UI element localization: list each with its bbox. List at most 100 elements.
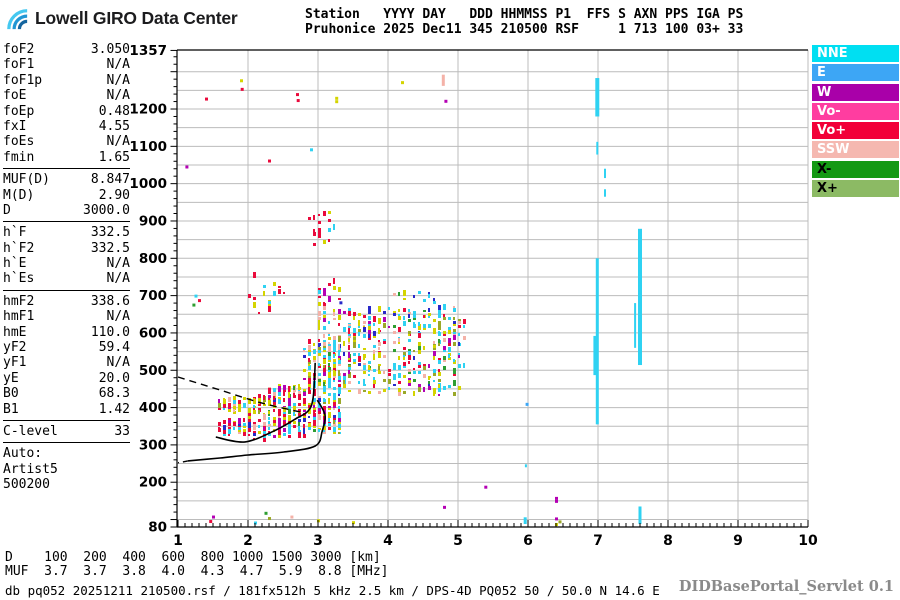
echo-point (368, 369, 370, 372)
echo-point (283, 407, 286, 412)
param-value: 4.55 (98, 118, 130, 134)
echo-point (328, 346, 331, 352)
echo-point (363, 348, 366, 350)
transmission-curve (187, 399, 326, 462)
param-label: h`F (3, 225, 27, 241)
param-value: 110.0 (90, 324, 130, 340)
echo-point (328, 351, 331, 356)
param-row: C-level 33 (3, 424, 130, 439)
y-axis-label: 300 (139, 437, 167, 453)
param-value: 1.65 (98, 149, 130, 165)
servlet-version-label: DIDBasePortal_Servlet 0.1 (678, 578, 894, 595)
param-value: N/A (106, 72, 130, 88)
echo-point (333, 369, 335, 372)
echo-point (303, 428, 305, 434)
echo-point (358, 389, 361, 394)
echo-point (363, 384, 366, 386)
param-label: foF2 (3, 42, 35, 57)
echo-speck (198, 299, 201, 303)
echo-point (308, 366, 311, 370)
echo-point (348, 372, 351, 378)
echo-point (408, 351, 411, 356)
panel-divider (3, 168, 130, 170)
echo-point (303, 414, 306, 420)
echo-point (333, 336, 336, 340)
echo-point (378, 364, 381, 366)
echo-point (328, 383, 331, 388)
echo-point (333, 431, 336, 434)
echo-point (383, 379, 386, 382)
legend-item-w: W (812, 83, 899, 101)
echo-point (338, 298, 341, 300)
echo-point (358, 363, 361, 366)
echo-point (428, 386, 431, 390)
echo-point (328, 368, 330, 374)
echo-point (323, 342, 326, 346)
echo-point (228, 433, 230, 436)
echo-point (408, 355, 411, 360)
param-value: N/A (106, 355, 130, 371)
echo-point (443, 331, 446, 334)
echo-point (403, 316, 405, 320)
echo-point (228, 427, 231, 430)
echo-point (348, 367, 351, 370)
echo-point (303, 410, 306, 412)
echo-point (293, 425, 296, 428)
y-axis-label: 1357 (129, 43, 167, 59)
param-label: foEp (3, 103, 35, 119)
echo-point (308, 384, 311, 388)
echo-speck (525, 402, 529, 406)
echo-point (413, 317, 416, 320)
echo-point (318, 320, 320, 324)
echo-point (318, 290, 321, 294)
echo-point (268, 301, 271, 304)
giro-wave-icon (7, 9, 28, 30)
y-axis-label: 400 (139, 400, 167, 416)
echo-point (358, 320, 360, 326)
param-row: hmE 110.0 (3, 325, 130, 340)
echo-speck (290, 515, 294, 519)
echo-point (363, 321, 366, 324)
param-label: Artist5 (3, 461, 58, 477)
param-label: yF2 (3, 340, 27, 356)
echo-point (413, 350, 415, 352)
echo-point (268, 388, 271, 390)
echo-point (313, 398, 316, 402)
echo-point (448, 347, 451, 352)
echo-point (338, 412, 341, 418)
echo-point (423, 315, 425, 318)
param-row: MUF(D) 8.847 (3, 172, 130, 187)
echo-point (273, 435, 276, 438)
echo-point (238, 400, 241, 404)
echo-point (458, 319, 461, 322)
echo-point (423, 310, 426, 312)
echo-point (383, 317, 386, 322)
param-row: 500200 (3, 477, 130, 492)
param-label: hmE (3, 324, 27, 340)
echo-point (338, 432, 340, 434)
echo-point (253, 405, 255, 408)
echo-point (323, 240, 326, 244)
echo-point (308, 217, 311, 220)
echo-point (433, 356, 435, 360)
echo-point (273, 396, 275, 400)
echo-point (403, 355, 405, 358)
echo-point (378, 328, 380, 334)
echo-point (338, 406, 340, 410)
echo-point (438, 379, 441, 382)
echo-point (283, 385, 286, 390)
echo-point (323, 387, 326, 392)
echo-point (408, 309, 410, 314)
echo-point (443, 346, 446, 350)
echo-point (288, 392, 290, 398)
footer-record-info: db pq052 20251211 210500.rsf / 181fx512h… (5, 583, 660, 598)
echo-point (313, 411, 315, 414)
echo-point (298, 433, 301, 438)
echo-point (253, 424, 256, 430)
echo-point (338, 315, 341, 320)
echo-point (338, 336, 341, 342)
echo-point (408, 361, 410, 364)
echo-point (458, 355, 460, 358)
echo-point (313, 417, 316, 420)
echo-point (378, 342, 381, 346)
